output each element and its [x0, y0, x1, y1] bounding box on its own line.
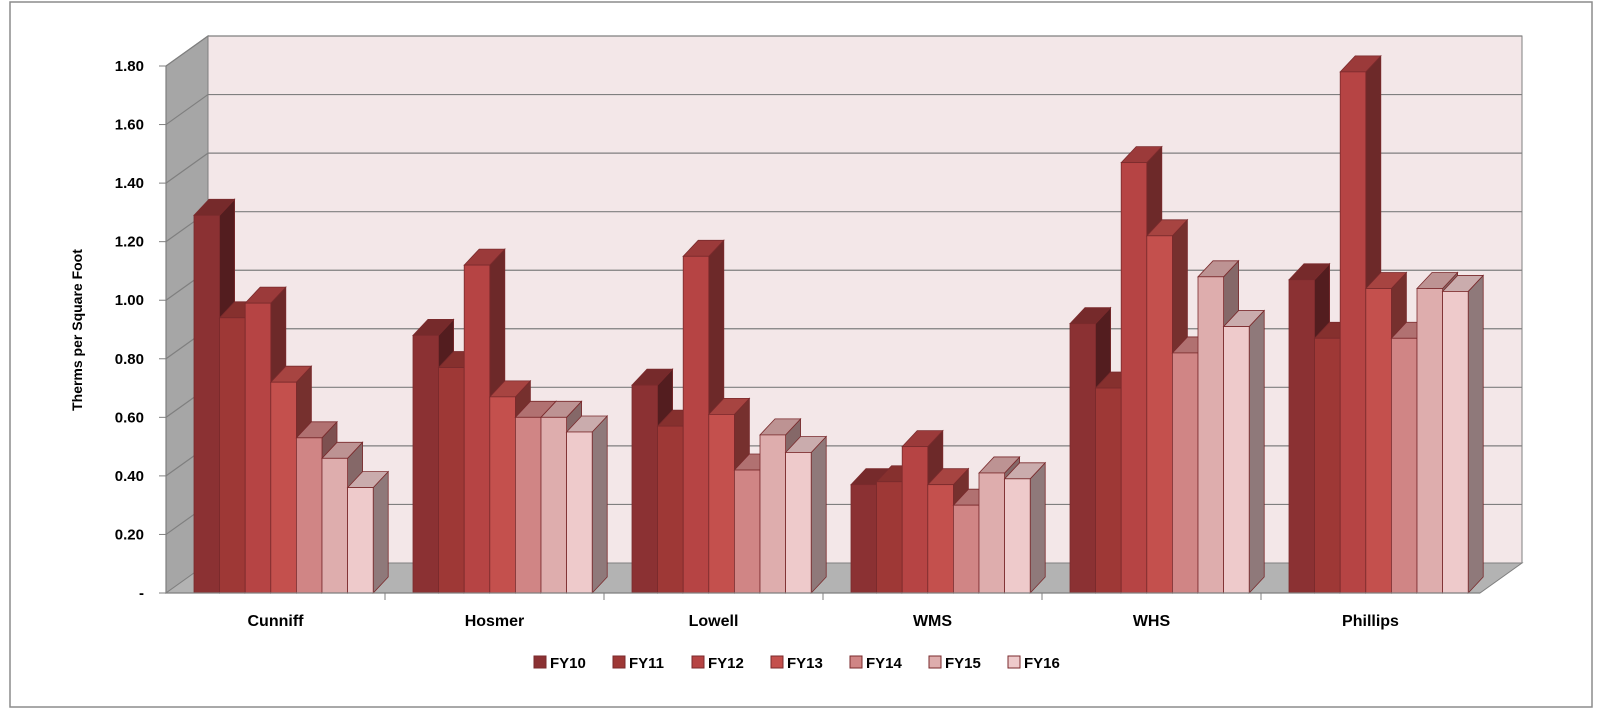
- y-axis-label: Therms per Square Foot: [69, 249, 85, 411]
- bar-front: [219, 317, 246, 594]
- bar-front: [193, 214, 221, 594]
- bar-front: [927, 484, 954, 594]
- bar-side: [1467, 274, 1484, 595]
- bar-front: [1197, 276, 1225, 594]
- y-tick-label: 1.00: [115, 292, 144, 309]
- bar-front: [759, 434, 787, 594]
- x-tick-label: Phillips: [1342, 613, 1399, 630]
- legend-item: FY16: [1007, 655, 1060, 672]
- x-tick-label: Cunniff: [248, 613, 305, 630]
- legend-swatch: [691, 655, 705, 669]
- axes: - 0.20 0.40 0.60 0.80 1.00 1.20 1.40 1.60 1.80 Cun…: [115, 58, 1480, 630]
- gridline: [165, 35, 1522, 67]
- bar-front: [295, 437, 323, 594]
- bar-front: [1365, 288, 1392, 594]
- bar-front: [631, 384, 659, 594]
- bar-front: [270, 381, 297, 594]
- legend: FY10 FY11 FY12 FY13 FY14 FY15 FY16: [533, 655, 1060, 672]
- bar-front: [1004, 478, 1031, 594]
- y-tick-label: -: [139, 585, 144, 602]
- bar-front: [657, 425, 684, 594]
- y-tick-label: 1.20: [115, 234, 144, 251]
- legend-swatch: [1007, 655, 1021, 669]
- bar-front: [244, 302, 272, 594]
- gridline: [165, 93, 1522, 126]
- bar-front: [1314, 337, 1341, 594]
- gridline: [165, 152, 1522, 184]
- legend-label: FY11: [629, 655, 664, 672]
- bar-front: [876, 481, 903, 594]
- bar-front: [1391, 337, 1418, 594]
- bar-front: [1069, 323, 1097, 594]
- legend-label: FY16: [1024, 655, 1060, 672]
- bar-front: [850, 484, 878, 594]
- legend-swatch: [770, 655, 784, 669]
- y-tick-label: 0.80: [115, 351, 144, 368]
- x-tick-label: Lowell: [689, 613, 739, 630]
- legend-swatch: [928, 655, 942, 669]
- legend-label: FY12: [708, 655, 744, 672]
- bar-front: [978, 472, 1006, 594]
- bar-front: [1095, 387, 1122, 594]
- bar-side: [591, 414, 608, 595]
- legend-item: FY13: [770, 655, 823, 672]
- bar-side: [1029, 461, 1046, 595]
- bar-front: [682, 255, 710, 594]
- bar-front: [1172, 352, 1199, 594]
- bar-front: [1339, 71, 1367, 594]
- legend-label: FY15: [945, 655, 981, 672]
- bar-front: [489, 396, 516, 594]
- y-tick-label: 0.20: [115, 526, 144, 543]
- legend-item: FY15: [928, 655, 981, 672]
- y-tick-label: 1.60: [115, 117, 144, 134]
- bar: [784, 435, 828, 595]
- bar-front: [540, 416, 568, 594]
- bar-front: [734, 469, 761, 594]
- bar-front: [463, 264, 491, 594]
- legend-label: FY14: [866, 655, 903, 672]
- bar: [1003, 461, 1047, 595]
- bar: [346, 470, 390, 595]
- bar-front: [1416, 288, 1444, 594]
- bar-front: [708, 414, 735, 594]
- legend-label: FY13: [787, 655, 823, 672]
- bar-front: [1288, 279, 1316, 594]
- y-tick-label: 1.40: [115, 175, 144, 192]
- bar-front: [321, 457, 349, 594]
- y-tick-label: 0.60: [115, 409, 144, 426]
- bar-side: [810, 435, 827, 595]
- bar-front: [953, 504, 980, 594]
- x-tick-label: WMS: [913, 613, 952, 630]
- legend-swatch: [533, 655, 547, 669]
- bar-front: [438, 367, 465, 594]
- bar-side: [1248, 309, 1265, 595]
- bar-front: [412, 334, 440, 594]
- bar-front: [785, 452, 812, 594]
- x-tick-label: WHS: [1133, 613, 1171, 630]
- bar-front: [1442, 291, 1469, 594]
- y-tick-label: 0.40: [115, 468, 144, 485]
- bar-front: [1120, 162, 1148, 594]
- bars: [193, 54, 1485, 595]
- legend-swatch: [612, 655, 626, 669]
- y-tick-label: 1.80: [115, 58, 144, 75]
- legend-label: FY10: [550, 655, 586, 672]
- legend-swatch: [849, 655, 863, 669]
- bar: [1441, 274, 1485, 595]
- bar-front: [901, 446, 929, 594]
- bar-front: [566, 431, 593, 594]
- bar-side: [372, 470, 389, 595]
- bar: [565, 414, 609, 595]
- bar-front: [1146, 235, 1173, 594]
- bar: [1222, 309, 1266, 595]
- legend-item: FY10: [533, 655, 586, 672]
- bar-front: [347, 487, 374, 594]
- legend-item: FY14: [849, 655, 903, 672]
- bar-front: [1223, 326, 1250, 594]
- legend-item: FY11: [612, 655, 664, 672]
- x-tick-label: Hosmer: [465, 613, 525, 630]
- bar-front: [515, 416, 542, 594]
- legend-item: FY12: [691, 655, 744, 672]
